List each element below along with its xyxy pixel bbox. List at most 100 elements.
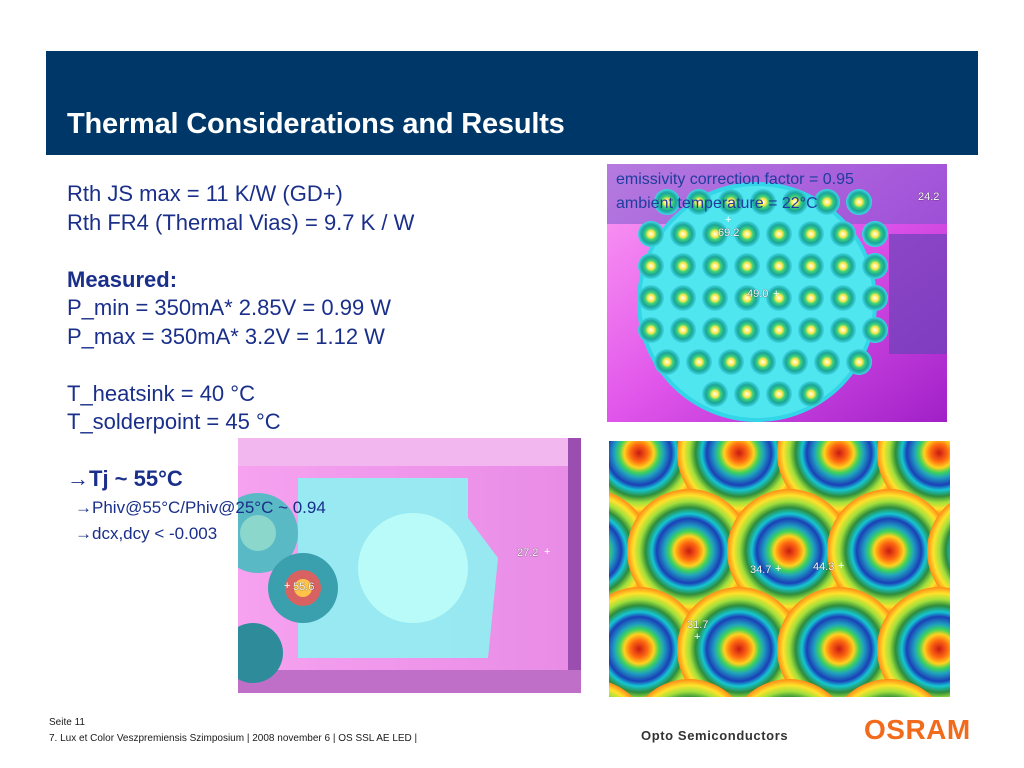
led-hotspot xyxy=(702,221,728,247)
led-hotspot xyxy=(750,189,776,215)
crosshair-icon: + xyxy=(775,563,782,575)
solderpoint-line: T_solderpoint = 45 °C xyxy=(67,409,281,434)
led-thermal-ring xyxy=(877,587,950,697)
crosshair-icon: + xyxy=(838,560,845,572)
temp-label: 34.7 xyxy=(750,564,772,576)
title-band xyxy=(46,51,978,155)
thermal-image-solderpoint: 27.2 + + 55.6 xyxy=(238,438,581,693)
led-hotspot xyxy=(766,285,792,311)
led-hotspot xyxy=(766,317,792,343)
led-hotspot xyxy=(798,253,824,279)
spacer xyxy=(67,237,607,266)
led-hotspot xyxy=(654,189,680,215)
led-hotspot xyxy=(846,189,872,215)
ambient-temperature-text: ambient temperature = 22°C xyxy=(616,195,818,212)
led-hotspot xyxy=(798,317,824,343)
led-thermal-ring xyxy=(727,489,851,613)
led-hotspot xyxy=(734,221,760,247)
led-thermal-ring xyxy=(645,679,733,697)
spacer xyxy=(67,437,607,466)
led-thermal-ring xyxy=(845,679,933,697)
led-hotspot xyxy=(830,221,856,247)
led-hotspot xyxy=(686,349,712,375)
led-thermal-ring xyxy=(677,587,801,697)
spacer xyxy=(67,351,607,380)
led-hotspot xyxy=(702,285,728,311)
led-hotspot xyxy=(814,349,840,375)
temp-label: 55.6 xyxy=(293,581,315,593)
led-hotspot xyxy=(862,285,888,311)
led-thermal-ring xyxy=(827,489,950,613)
led-hotspot xyxy=(670,317,696,343)
osram-logo: OSRAM xyxy=(864,714,971,745)
led-hotspot xyxy=(718,189,744,215)
led-hotspot xyxy=(798,285,824,311)
led-thermal-ring xyxy=(609,682,633,697)
led-hotspot xyxy=(862,317,888,343)
company-tagline: Opto Semiconductors xyxy=(641,728,789,743)
led-thermal-ring xyxy=(777,587,901,697)
led-hotspot xyxy=(830,285,856,311)
measured-heading: Measured: xyxy=(67,266,178,292)
led-hotspot xyxy=(862,221,888,247)
led-hotspot xyxy=(702,317,728,343)
led-hotspot xyxy=(670,253,696,279)
thermal-image-led-array: 24.2 + 69.2 49.0 + xyxy=(607,164,947,422)
led-hotspot xyxy=(734,317,760,343)
led-hotspot xyxy=(638,221,664,247)
led-hotspot xyxy=(782,349,808,375)
tj-text: Tj ~ 55°C xyxy=(89,466,183,491)
thermal-results-text: Rth JS max = 11 K/W (GD+) Rth FR4 (Therm… xyxy=(67,180,607,549)
temp-label: 24.2 xyxy=(918,191,940,203)
page-number: Seite 11 xyxy=(49,717,85,728)
led-hotspot xyxy=(798,221,824,247)
crosshair-icon: + xyxy=(725,214,732,226)
led-hotspot xyxy=(670,285,696,311)
led-hotspot xyxy=(702,381,728,407)
slide-title: Thermal Considerations and Results xyxy=(67,108,565,140)
pmin-line: P_min = 350mA* 2.85V = 0.99 W xyxy=(67,295,392,320)
led-hotspot xyxy=(766,221,792,247)
led-hotspot xyxy=(702,253,728,279)
led-hotspot xyxy=(814,189,840,215)
led-thermal-ring xyxy=(927,502,950,600)
arrow-right-icon: → xyxy=(67,466,89,491)
led-hotspot xyxy=(638,253,664,279)
temp-label: 69.2 xyxy=(718,227,740,239)
phiv-text: Phiv@55°C/Phiv@25°C ~ 0.94 xyxy=(92,497,326,517)
crosshair-icon: + xyxy=(284,580,291,592)
led-hotspot xyxy=(734,285,760,311)
emissivity-text: emissivity correction factor = 0.95 xyxy=(616,171,854,188)
crosshair-icon: + xyxy=(773,288,780,300)
temp-label: 44.3 xyxy=(813,561,835,573)
led-hotspot xyxy=(830,253,856,279)
led-hotspot xyxy=(686,189,712,215)
thermal-image-led-closeup: 34.7 + 44.3 + 31.7 + xyxy=(609,441,950,697)
arrow-right-icon: → xyxy=(75,524,92,543)
led-hotspot xyxy=(734,253,760,279)
dcx-line: →dcx,dcy < -0.003 xyxy=(75,520,607,549)
led-hotspot xyxy=(654,349,680,375)
crosshair-icon: + xyxy=(694,631,701,643)
pmax-line: P_max = 350mA* 3.2V = 1.12 W xyxy=(67,323,385,349)
temp-label: 49.0 xyxy=(747,288,769,300)
tj-line: →Tj ~ 55°C xyxy=(67,465,607,494)
led-hotspot xyxy=(750,349,776,375)
led-hotspot xyxy=(734,381,760,407)
arrow-right-icon: → xyxy=(75,497,92,517)
led-hotspot xyxy=(638,317,664,343)
phiv-line: →Phiv@55°C/Phiv@25°C ~ 0.94 xyxy=(75,494,607,523)
heatsink-line: T_heatsink = 40 °C xyxy=(67,380,255,406)
led-hotspot xyxy=(862,253,888,279)
led-hotspot xyxy=(846,349,872,375)
measurement-conditions: emissivity correction factor = 0.95 ambi… xyxy=(616,168,946,216)
crosshair-icon: + xyxy=(544,546,551,558)
temp-label: 31.7 xyxy=(687,619,709,631)
led-hotspot xyxy=(766,381,792,407)
temp-label: 27.2 xyxy=(517,547,539,559)
led-thermal-ring xyxy=(609,587,701,697)
rth-js-line: Rth JS max = 11 K/W (GD+) xyxy=(67,181,343,206)
footer-event-text: 7. Lux et Color Veszpremiensis Szimposiu… xyxy=(49,733,418,744)
led-hotspot xyxy=(766,253,792,279)
led-hotspot xyxy=(718,349,744,375)
